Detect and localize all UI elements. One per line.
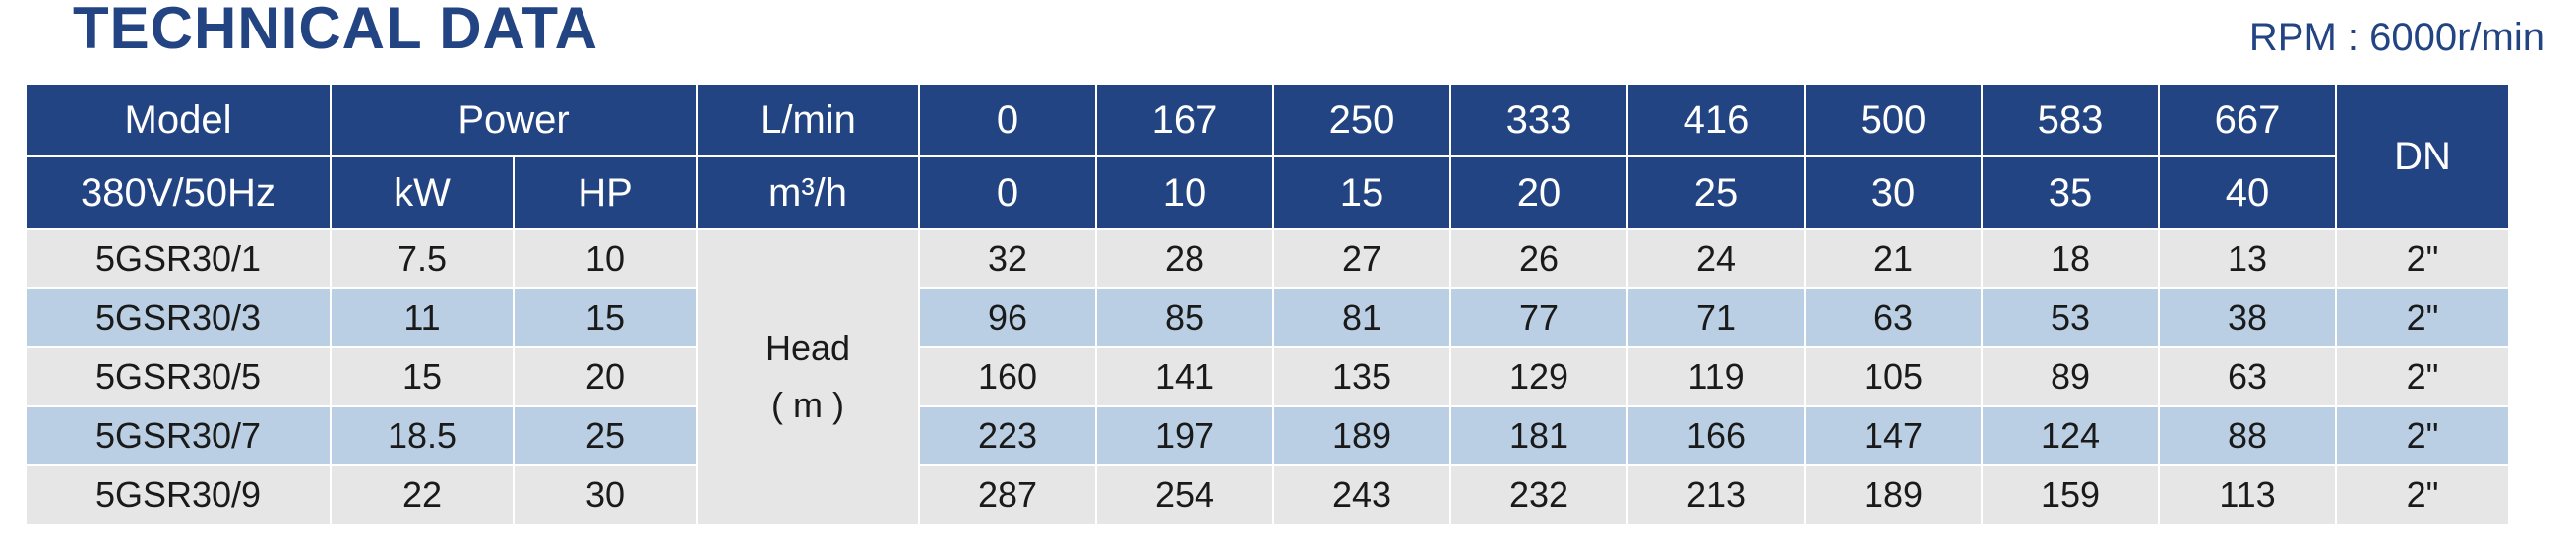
head-value-cell: 32 <box>918 228 1098 289</box>
header-model: Model <box>25 83 332 157</box>
head-value-cell: 189 <box>1272 405 1452 466</box>
kw-cell: 15 <box>330 346 515 407</box>
head-value-cell: 287 <box>918 464 1098 525</box>
header-row-flow-m3h: 380V/50Hz kW HP m³/h 0 10 15 20 25 30 35… <box>25 155 2509 230</box>
header-kw: kW <box>330 155 515 230</box>
head-value-cell: 89 <box>1981 346 2161 407</box>
head-label: Head ( m ) <box>696 228 921 525</box>
head-value-cell: 181 <box>1449 405 1629 466</box>
header-lmin-value: 583 <box>1981 83 2161 157</box>
model-cell: 5GSR30/5 <box>25 346 332 407</box>
model-cell: 5GSR30/7 <box>25 405 332 466</box>
hp-cell: 30 <box>512 464 699 525</box>
head-label-line1: Head <box>765 328 851 368</box>
table-row: 5GSR30/9 22 30 287 254 243 232 213 189 1… <box>25 464 2511 525</box>
hp-cell: 10 <box>512 228 699 289</box>
dn-cell: 2" <box>2335 346 2511 407</box>
table-row: 5GSR30/1 7.5 10 Head ( m ) 32 28 27 26 2… <box>25 228 2511 525</box>
header-m3h-value: 10 <box>1095 155 1275 230</box>
head-value-cell: 38 <box>2158 287 2338 348</box>
model-cell: 5GSR30/1 <box>25 228 332 289</box>
header-lmin-value: 167 <box>1095 83 1275 157</box>
rpm-label: RPM : 6000r/min <box>2248 16 2545 59</box>
header-lmin-value: 0 <box>918 83 1098 157</box>
head-value-cell: 13 <box>2158 228 2338 289</box>
head-value-cell: 232 <box>1449 464 1629 525</box>
header-voltage: 380V/50Hz <box>25 155 332 230</box>
header-lmin-value: 250 <box>1272 83 1452 157</box>
header-dn: DN <box>2335 83 2511 230</box>
head-label-line2: ( m ) <box>771 385 844 425</box>
head-value-cell: 21 <box>1804 228 1984 289</box>
head-value-cell: 159 <box>1981 464 2161 525</box>
head-value-cell: 27 <box>1272 228 1452 289</box>
head-value-cell: 24 <box>1626 228 1807 289</box>
header-m3h-label: m³/h <box>696 155 921 230</box>
header-lmin-value: 333 <box>1449 83 1629 157</box>
head-value-cell: 160 <box>918 346 1098 407</box>
header-row-flow-lmin: Model Power L/min 0 167 250 333 416 500 … <box>25 83 2511 230</box>
header-m3h-value: 30 <box>1804 155 1984 230</box>
table-row: 5GSR30/5 15 20 160 141 135 129 119 105 8… <box>25 346 2511 407</box>
head-value-cell: 129 <box>1449 346 1629 407</box>
kw-cell: 22 <box>330 464 515 525</box>
hp-cell: 20 <box>512 346 699 407</box>
head-value-cell: 141 <box>1095 346 1275 407</box>
header-m3h-value: 40 <box>2158 155 2338 230</box>
head-value-cell: 113 <box>2158 464 2338 525</box>
model-cell: 5GSR30/9 <box>25 464 332 525</box>
kw-cell: 11 <box>330 287 515 348</box>
head-value-cell: 124 <box>1981 405 2161 466</box>
head-value-cell: 71 <box>1626 287 1807 348</box>
header-m3h-value: 35 <box>1981 155 2161 230</box>
head-value-cell: 119 <box>1626 346 1807 407</box>
dn-cell: 2" <box>2335 287 2511 348</box>
head-value-cell: 197 <box>1095 405 1275 466</box>
head-value-cell: 254 <box>1095 464 1275 525</box>
dn-cell: 2" <box>2335 228 2511 289</box>
head-value-cell: 63 <box>2158 346 2338 407</box>
head-value-cell: 243 <box>1272 464 1452 525</box>
head-value-cell: 189 <box>1804 464 1984 525</box>
dn-cell: 2" <box>2335 464 2511 525</box>
head-value-cell: 88 <box>2158 405 2338 466</box>
head-value-cell: 81 <box>1272 287 1452 348</box>
header-m3h-value: 25 <box>1626 155 1807 230</box>
header-lmin-value: 667 <box>2158 83 2338 157</box>
header-m3h-value: 15 <box>1272 155 1452 230</box>
header-lmin-value: 500 <box>1804 83 1984 157</box>
head-value-cell: 26 <box>1449 228 1629 289</box>
kw-cell: 7.5 <box>330 228 515 289</box>
head-value-cell: 96 <box>918 287 1098 348</box>
head-value-cell: 77 <box>1449 287 1629 348</box>
header-hp: HP <box>512 155 699 230</box>
hp-cell: 15 <box>512 287 699 348</box>
head-value-cell: 18 <box>1981 228 2161 289</box>
dn-cell: 2" <box>2335 405 2511 466</box>
head-value-cell: 147 <box>1804 405 1984 466</box>
header-m3h-value: 0 <box>918 155 1098 230</box>
head-value-cell: 53 <box>1981 287 2161 348</box>
table-row: 5GSR30/3 11 15 96 85 81 77 71 63 53 38 2… <box>25 287 2511 348</box>
technical-data-table: Model Power L/min 0 167 250 333 416 500 … <box>25 83 2511 525</box>
table-row: 5GSR30/7 18.5 25 223 197 189 181 166 147… <box>25 405 2511 466</box>
header-lmin-value: 416 <box>1626 83 1807 157</box>
head-value-cell: 63 <box>1804 287 1984 348</box>
head-value-cell: 85 <box>1095 287 1275 348</box>
head-value-cell: 223 <box>918 405 1098 466</box>
header-power: Power <box>329 83 699 157</box>
page-title: TECHNICAL DATA <box>73 0 598 61</box>
model-cell: 5GSR30/3 <box>25 287 332 348</box>
head-value-cell: 213 <box>1626 464 1807 525</box>
header-m3h-value: 20 <box>1449 155 1629 230</box>
header-lmin-label: L/min <box>696 83 921 157</box>
head-value-cell: 135 <box>1272 346 1452 407</box>
kw-cell: 18.5 <box>330 405 515 466</box>
head-value-cell: 28 <box>1095 228 1275 289</box>
head-value-cell: 105 <box>1804 346 1984 407</box>
head-value-cell: 166 <box>1626 405 1807 466</box>
hp-cell: 25 <box>512 405 699 466</box>
